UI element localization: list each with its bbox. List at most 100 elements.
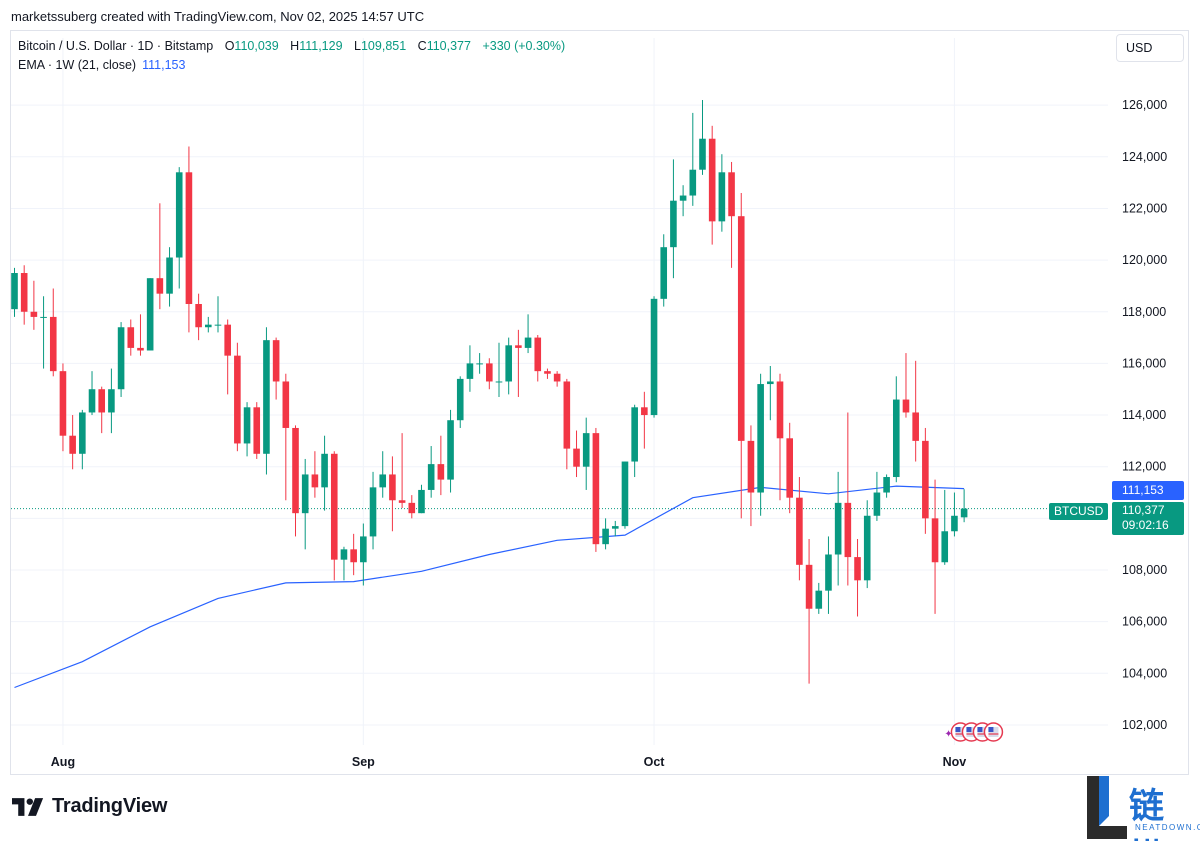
candle	[815, 582, 823, 614]
candle	[340, 546, 348, 581]
candle	[737, 192, 745, 519]
candle-body	[379, 474, 387, 488]
candle	[873, 471, 881, 521]
legend-ema[interactable]: EMA · 1W (21, close) 111,153	[18, 58, 185, 72]
candle	[59, 363, 67, 452]
open-value: 110,039	[234, 39, 279, 53]
x-tick-label: Sep	[352, 755, 375, 769]
candle	[175, 167, 183, 289]
candle	[757, 373, 764, 516]
y-tick-label: 104,000	[1122, 666, 1167, 680]
candle-body	[670, 200, 677, 248]
candle	[941, 489, 949, 565]
last-price-value: 110,377	[1122, 503, 1165, 517]
candle-body	[263, 340, 270, 454]
candle-body	[602, 528, 609, 545]
candle	[456, 376, 464, 428]
candle	[11, 267, 18, 317]
ema-label: EMA · 1W (21, close)	[18, 58, 137, 72]
candle-body	[301, 474, 309, 514]
candle-body	[621, 461, 629, 527]
symbol-title[interactable]: Bitcoin / U.S. Dollar · 1D · Bitstamp	[18, 39, 214, 53]
candle-body	[815, 590, 823, 609]
y-tick-label: 124,000	[1122, 150, 1167, 164]
watermark-text-cn: 链懂	[1129, 787, 1166, 841]
candle-body	[49, 316, 57, 372]
candle-body	[708, 138, 716, 222]
candle-body	[11, 273, 18, 310]
y-tick-label: 102,000	[1122, 718, 1167, 732]
candle	[534, 334, 542, 382]
candle-body	[747, 440, 755, 493]
candle-layer	[11, 99, 968, 684]
candle-body	[166, 257, 173, 294]
ema-line	[14, 485, 965, 689]
y-tick-label: 120,000	[1122, 253, 1167, 267]
candle-body	[534, 337, 542, 372]
candle	[389, 456, 396, 532]
candle-body	[369, 487, 377, 537]
candle	[650, 296, 658, 418]
tradingview-logo[interactable]: TradingView	[12, 795, 167, 818]
candle	[486, 358, 493, 390]
candle-body	[418, 489, 425, 514]
candle	[892, 376, 900, 483]
y-tick-label: 114,000	[1122, 408, 1166, 422]
ema-price-badge: 111,153	[1112, 481, 1184, 500]
x-tick-label: Aug	[51, 755, 75, 769]
chart-caption: marketssuberg created with TradingView.c…	[11, 9, 425, 24]
candle-body	[631, 407, 638, 462]
y-tick-label: 116,000	[1122, 356, 1166, 370]
candle	[137, 314, 144, 356]
candle	[117, 322, 125, 397]
open-label: O	[224, 39, 235, 53]
high-label: H	[290, 39, 300, 53]
high-value: 111,129	[299, 39, 343, 53]
candle	[466, 345, 474, 392]
candle-body	[767, 381, 774, 385]
candle	[224, 319, 231, 395]
candle-body	[79, 412, 86, 454]
candle-body	[117, 327, 125, 390]
candle-body	[175, 172, 183, 258]
candle-body	[495, 381, 503, 383]
candle-body	[650, 298, 658, 416]
candle-body	[466, 363, 474, 379]
candle	[553, 371, 561, 387]
candle-body	[505, 345, 512, 382]
candle	[786, 422, 793, 514]
candle-body	[456, 378, 464, 421]
close-label: C	[417, 39, 427, 53]
candle	[641, 391, 648, 449]
y-tick-label: 112,000	[1122, 460, 1166, 474]
tradingview-logo-icon	[12, 797, 44, 816]
candle-body	[282, 381, 290, 428]
candle	[505, 337, 512, 395]
candle-body	[679, 195, 687, 201]
candle-body	[728, 172, 735, 217]
economic-event-flag-icon	[983, 722, 1004, 742]
candle	[49, 288, 57, 377]
candle-body	[311, 474, 319, 488]
candle-body	[146, 278, 154, 351]
currency-button[interactable]: USD	[1116, 34, 1184, 62]
candle-body	[553, 373, 561, 382]
candle-body	[922, 440, 929, 519]
candle-body	[689, 169, 697, 196]
candle-body	[437, 464, 445, 480]
candle-body	[941, 531, 949, 563]
candle-body	[873, 492, 881, 516]
y-tick-label: 106,000	[1122, 615, 1167, 629]
candle-body	[127, 327, 135, 348]
candle	[234, 342, 241, 452]
candle	[156, 203, 164, 310]
candle	[805, 539, 813, 684]
low-label: L	[354, 39, 361, 53]
candle	[844, 412, 852, 586]
candle-body	[272, 340, 280, 382]
grid-layer	[11, 38, 1108, 745]
candle	[379, 451, 387, 498]
candle	[902, 353, 910, 418]
candle	[272, 337, 280, 400]
